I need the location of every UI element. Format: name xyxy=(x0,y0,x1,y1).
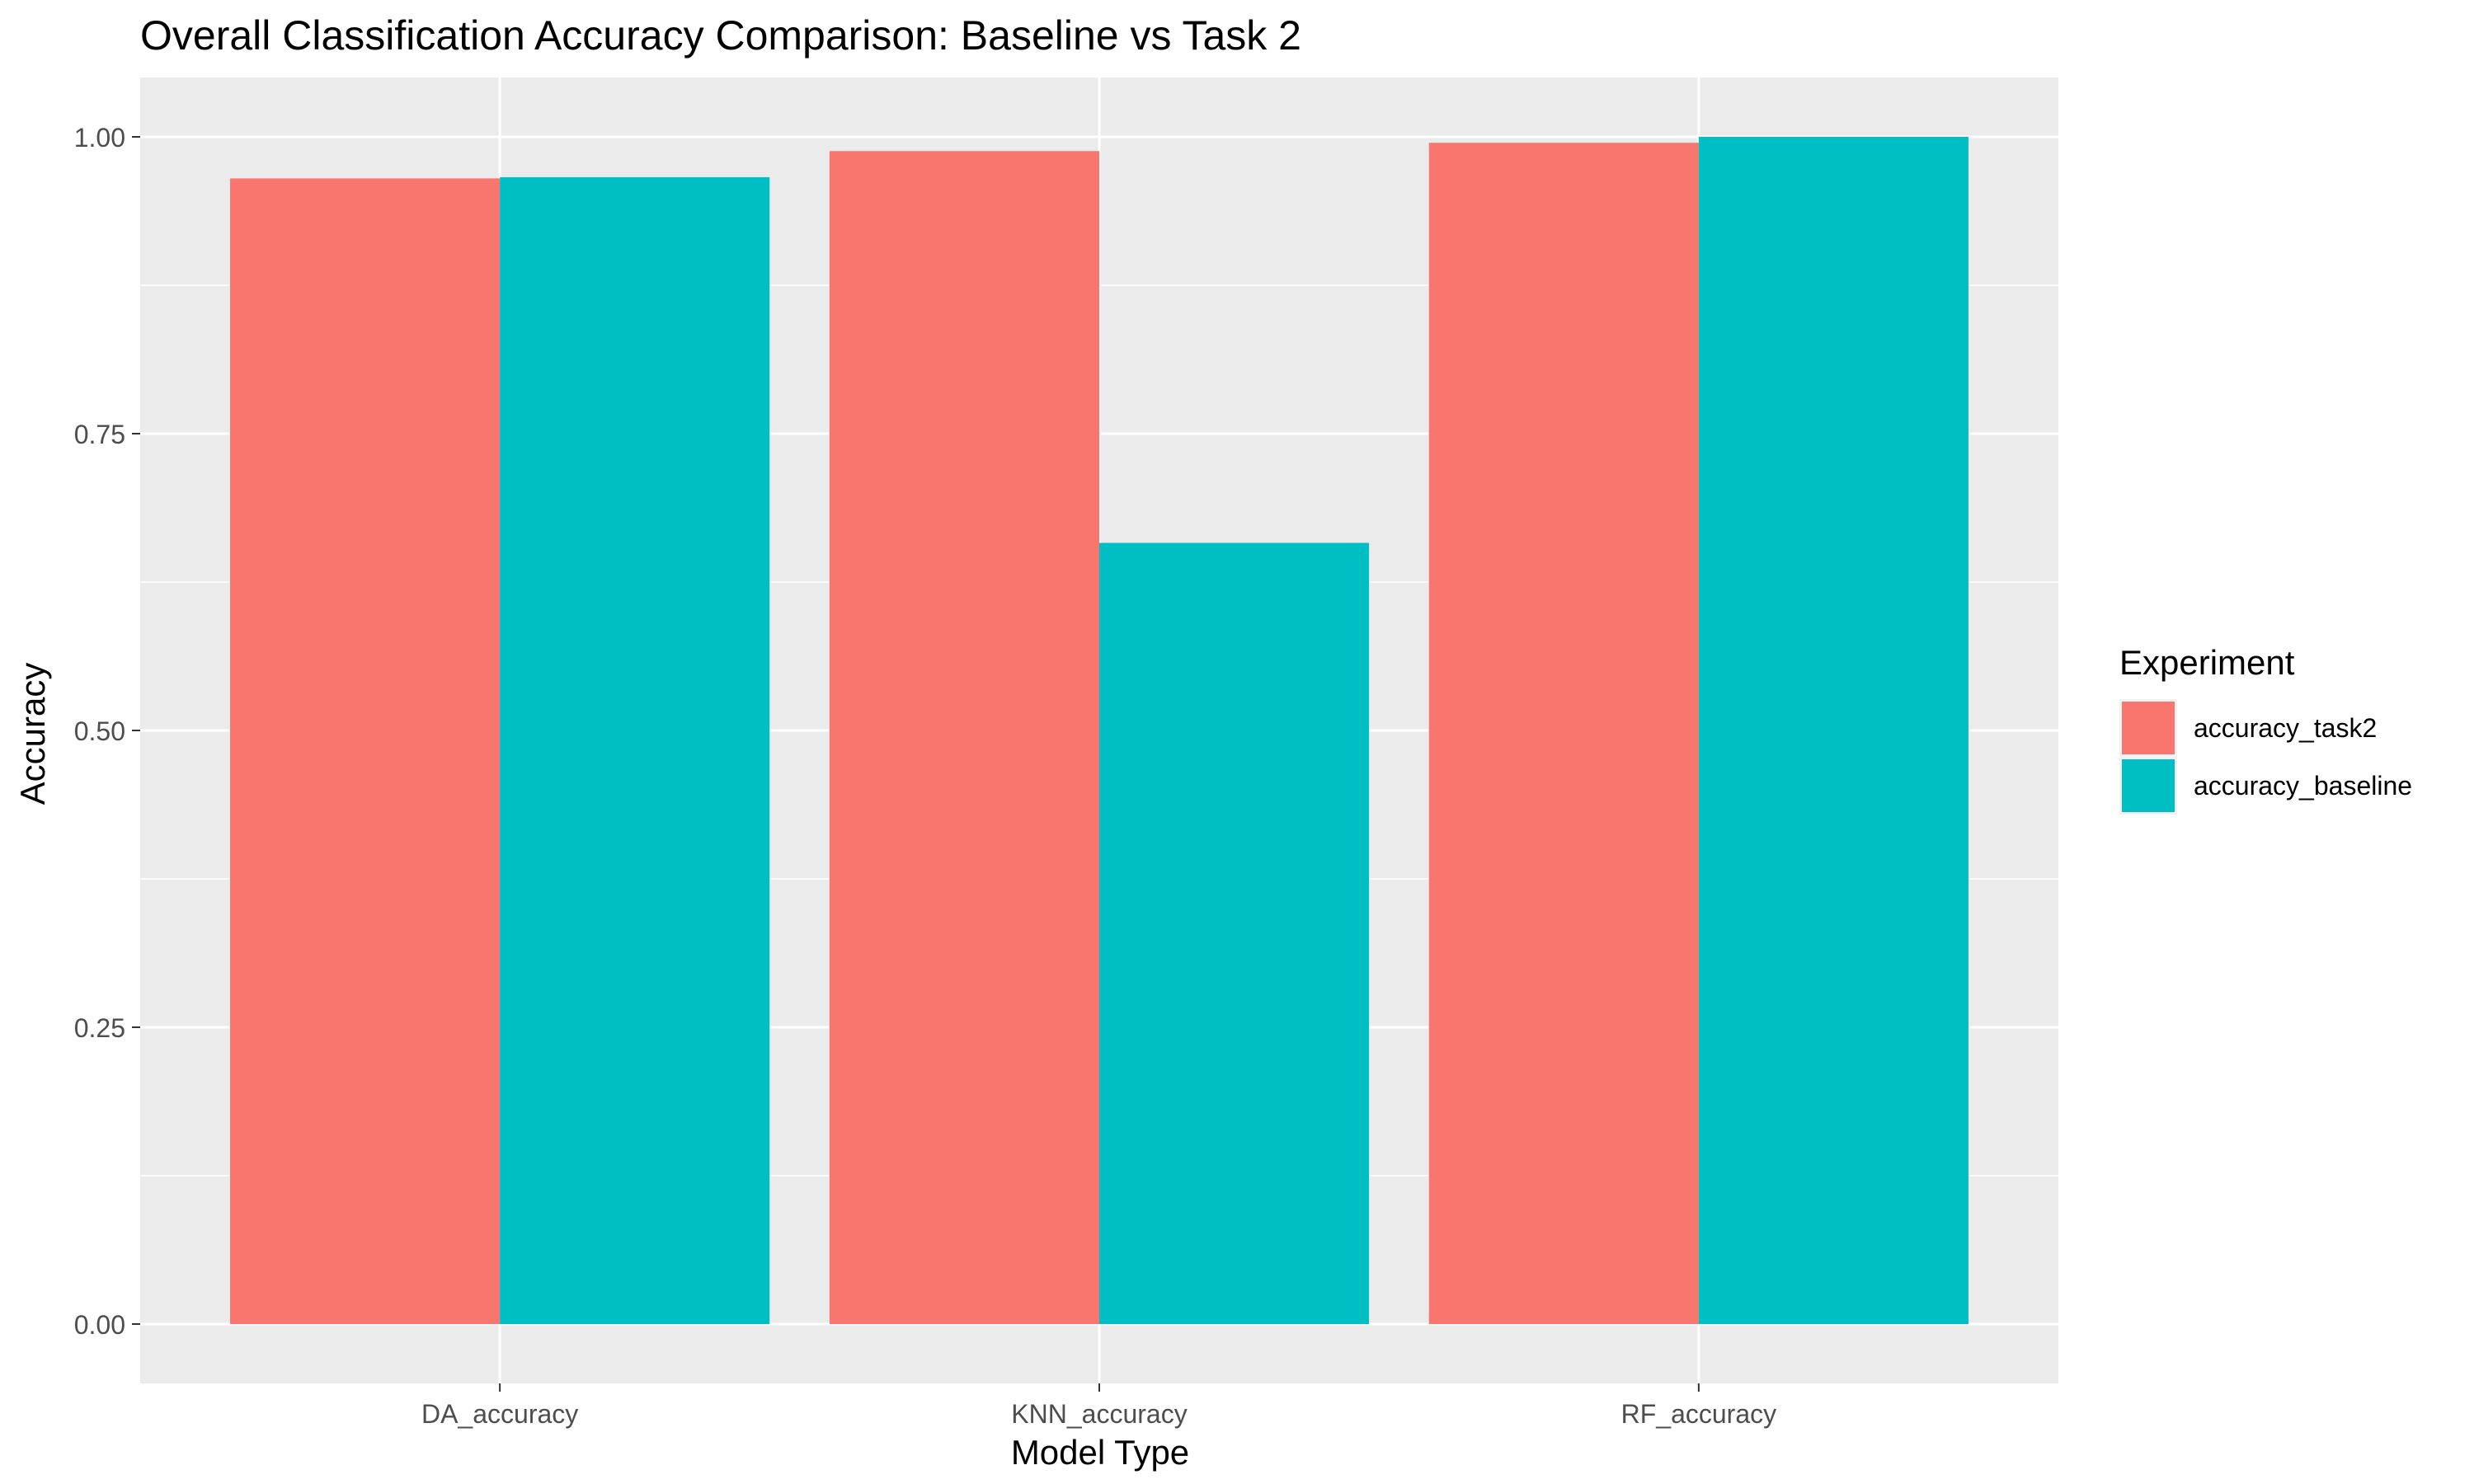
x-tick-label: RF_accuracy xyxy=(1621,1399,1777,1429)
legend-label-accuracy_baseline: accuracy_baseline xyxy=(2194,771,2412,801)
x-tick-label: KNN_accuracy xyxy=(1011,1399,1187,1429)
y-tick-label: 0.25 xyxy=(74,1013,125,1043)
legend: Experiment accuracy_task2 accuracy_baseli… xyxy=(2119,643,2412,815)
x-axis-title: Model Type xyxy=(1011,1433,1189,1472)
bars xyxy=(230,137,1968,1325)
x-tick-label: DA_accuracy xyxy=(421,1399,578,1429)
bar-accuracy_task2-DA_accuracy xyxy=(230,178,501,1324)
y-tick-label: 1.00 xyxy=(74,123,125,153)
x-axis: DA_accuracy KNN_accuracy RF_accuracy xyxy=(421,1383,1776,1429)
legend-title: Experiment xyxy=(2119,643,2295,682)
legend-swatch-accuracy_task2 xyxy=(2122,702,2175,754)
legend-swatch-accuracy_baseline xyxy=(2122,759,2175,812)
y-axis: 0.00 0.25 0.50 0.75 1.00 xyxy=(74,123,140,1340)
legend-label-accuracy_task2: accuracy_task2 xyxy=(2194,713,2377,743)
y-tick-label: 0.00 xyxy=(74,1310,125,1340)
y-tick-label: 0.50 xyxy=(74,716,125,746)
bar-accuracy_baseline-KNN_accuracy xyxy=(1099,542,1370,1324)
y-tick-label: 0.75 xyxy=(74,420,125,449)
bar-accuracy_task2-KNN_accuracy xyxy=(829,151,1099,1324)
y-axis-title: Accuracy xyxy=(13,663,52,805)
bar-accuracy_task2-RF_accuracy xyxy=(1428,143,1699,1325)
chart-title: Overall Classification Accuracy Comparis… xyxy=(140,12,1301,59)
bar-accuracy_baseline-DA_accuracy xyxy=(500,176,770,1325)
bar-accuracy_baseline-RF_accuracy xyxy=(1698,137,1968,1324)
